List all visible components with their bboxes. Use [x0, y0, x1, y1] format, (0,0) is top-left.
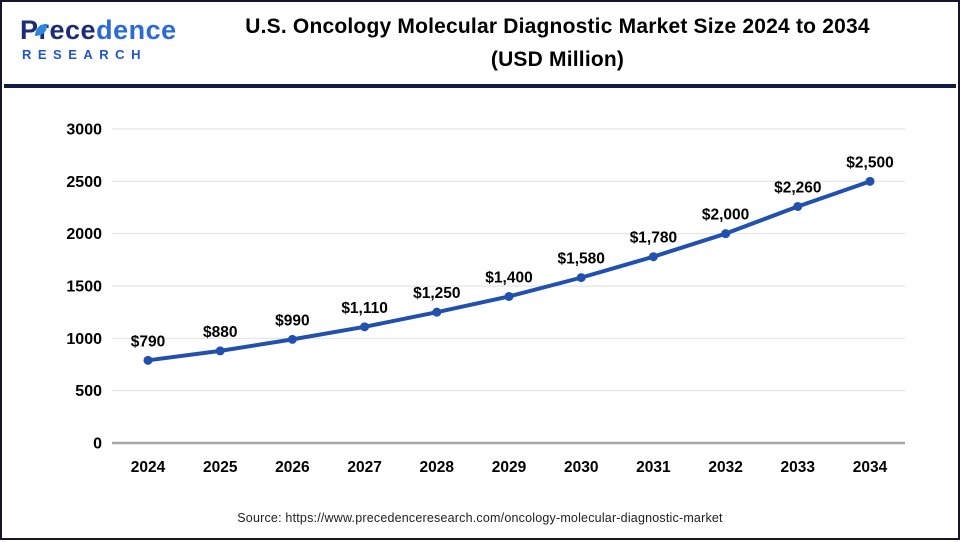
- logo-text-first: Prece: [20, 15, 97, 45]
- data-point-label: $2,000: [702, 207, 749, 224]
- chart-title: U.S. Oncology Molecular Diagnostic Marke…: [189, 4, 956, 84]
- data-point-label: $2,500: [846, 154, 893, 171]
- x-tick-label: 2029: [492, 459, 527, 476]
- data-point-label: $1,400: [485, 269, 532, 286]
- data-point-marker: [504, 291, 514, 301]
- y-tick-label: 0: [93, 436, 102, 453]
- x-tick-label: 2031: [636, 459, 671, 476]
- data-point-marker: [360, 322, 370, 332]
- x-tick-label: 2027: [347, 459, 381, 476]
- source-text: Source: https://www.precedenceresearch.c…: [237, 511, 723, 525]
- data-point-label: $2,260: [774, 179, 821, 196]
- y-tick-label: 3000: [66, 122, 102, 139]
- brand-logo: Precedence RESEARCH: [4, 4, 189, 84]
- y-tick-label: 1500: [66, 279, 102, 296]
- data-point-marker: [865, 176, 875, 186]
- data-point-label: $1,580: [557, 251, 604, 268]
- data-point-label: $880: [203, 324, 237, 341]
- data-point-label: $990: [275, 312, 309, 329]
- logo-wordmark: Precedence: [20, 16, 189, 44]
- data-point-marker: [648, 252, 658, 262]
- x-tick-label: 2032: [708, 459, 742, 476]
- x-tick-label: 2026: [275, 459, 310, 476]
- data-point-marker: [721, 229, 731, 239]
- x-tick-label: 2034: [853, 459, 888, 476]
- chart-title-line1: U.S. Oncology Molecular Diagnostic Marke…: [245, 15, 870, 39]
- data-point-marker: [576, 273, 586, 283]
- x-tick-label: 2028: [420, 459, 455, 476]
- header: Precedence RESEARCH U.S. Oncology Molecu…: [4, 4, 956, 88]
- x-tick-label: 2024: [131, 459, 166, 476]
- y-tick-label: 2000: [66, 226, 102, 243]
- data-point-label: $1,110: [341, 300, 388, 317]
- data-point-marker: [432, 307, 442, 317]
- logo-subtext: RESEARCH: [22, 47, 147, 63]
- data-point-marker: [215, 346, 225, 356]
- data-point-marker: [793, 201, 803, 211]
- logo-text-second: dence: [96, 15, 177, 45]
- footer: Source: https://www.precedenceresearch.c…: [2, 509, 958, 527]
- data-point-marker: [287, 334, 297, 344]
- x-tick-label: 2033: [781, 459, 816, 476]
- x-tick-label: 2030: [564, 459, 598, 476]
- y-tick-label: 500: [75, 383, 102, 400]
- y-tick-label: 2500: [66, 174, 102, 191]
- data-point-label: $1,780: [630, 230, 677, 247]
- x-tick-label: 2025: [203, 459, 238, 476]
- data-point-marker: [143, 355, 153, 365]
- data-point-label: $790: [131, 333, 165, 350]
- chart-title-line2: (USD Million): [490, 48, 625, 71]
- y-tick-label: 1000: [66, 331, 102, 348]
- data-point-label: $1,250: [413, 285, 460, 302]
